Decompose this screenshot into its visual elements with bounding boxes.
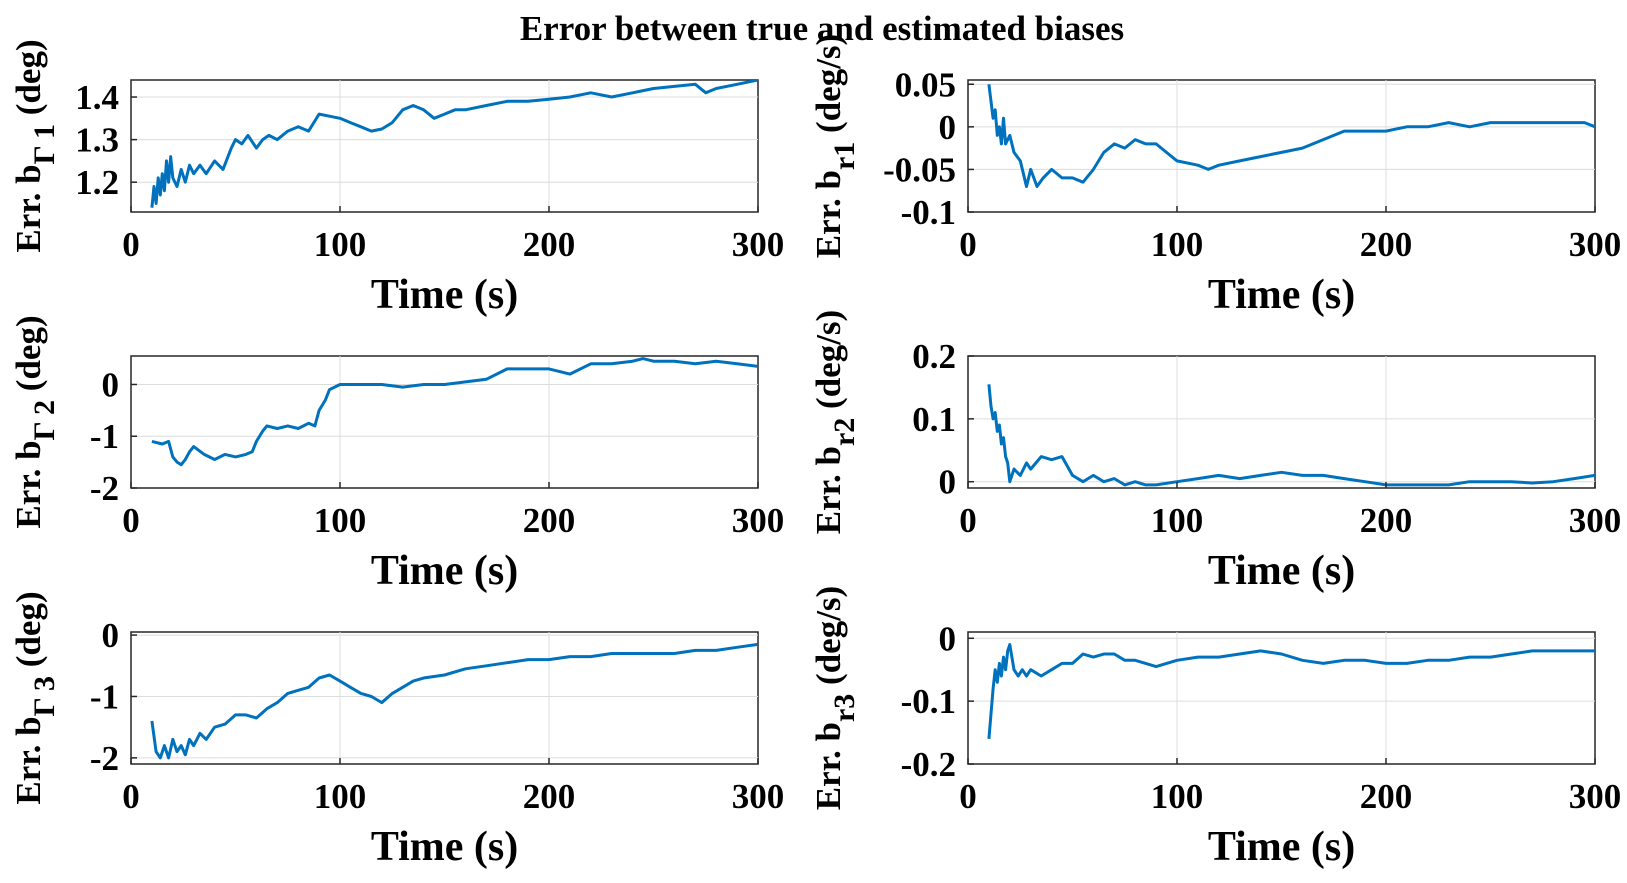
- y-label-subscript: Γ 2: [28, 400, 61, 440]
- x-axis-label: Time (s): [371, 824, 518, 870]
- y-axis-label: Err. bΓ 3 (deg): [9, 591, 61, 804]
- y-label-main: Err. b: [9, 440, 48, 528]
- y-tick-label: 1.4: [75, 78, 119, 117]
- x-tick-label: 200: [523, 501, 576, 540]
- x-tick-label: 100: [314, 225, 367, 264]
- x-tick-label: 100: [1151, 501, 1204, 540]
- x-tick-label: 300: [732, 777, 785, 816]
- y-axis-label: Err. br1 (deg/s): [809, 34, 861, 258]
- subplot-3: 0 100 200 300 -2 -1 0 Time (s) Err. bΓ 2 (deg): [9, 315, 784, 594]
- y-tick-label: -2: [90, 469, 119, 508]
- x-tick-label: 0: [122, 501, 140, 540]
- y-tick-label: 0.05: [895, 65, 956, 104]
- y-tick-label: -0.05: [883, 150, 956, 189]
- y-axis-label: Err. bΓ 1 (deg): [9, 39, 61, 252]
- y-tick-label: 0: [939, 463, 957, 502]
- y-tick-label: 0.1: [912, 400, 956, 439]
- y-label-main: Err. b: [809, 446, 848, 534]
- y-label-main: Err. b: [9, 164, 48, 252]
- x-axis-label: Time (s): [371, 548, 518, 594]
- subplot-6: 0 100 200 300 -0.2 -0.1 0 Time (s) Err. br3 (deg…: [809, 586, 1621, 870]
- y-tick-label: -0.2: [901, 745, 956, 784]
- x-tick-label: 100: [1151, 225, 1204, 264]
- figure-title: Error between true and estimated biases: [520, 9, 1124, 48]
- y-label-main: Err. b: [809, 722, 848, 810]
- x-axis-label: Time (s): [371, 272, 518, 318]
- y-label-unit: (deg/s): [809, 586, 848, 694]
- y-tick-label: 0: [939, 108, 957, 147]
- x-tick-label: 300: [1569, 225, 1622, 264]
- x-tick-label: 300: [1569, 777, 1622, 816]
- x-tick-label: 200: [1360, 501, 1413, 540]
- y-tick-label: -2: [90, 739, 119, 778]
- y-tick-label: -0.1: [901, 682, 956, 721]
- y-tick-label: 0: [939, 619, 957, 658]
- data-series-line: [150, 80, 758, 208]
- x-tick-label: 100: [314, 501, 367, 540]
- y-label-subscript: r1: [828, 142, 861, 170]
- y-axis-label: Err. br3 (deg/s): [809, 586, 861, 810]
- data-series-line: [987, 384, 1595, 487]
- y-tick-label: 1.3: [75, 121, 119, 160]
- y-axis-label: Err. br2 (deg/s): [809, 310, 861, 534]
- y-label-main: Err. b: [9, 716, 48, 804]
- y-tick-label: 1.2: [75, 163, 119, 202]
- subplot-1: 0 100 200 300 1.21.3 1.4 Time (s) Err. bΓ 1 (de…: [9, 39, 784, 318]
- y-label-unit: (deg/s): [809, 34, 848, 142]
- y-label-subscript: r3: [828, 694, 861, 722]
- x-tick-label: 100: [1151, 777, 1204, 816]
- axes-frame: [130, 355, 759, 489]
- y-label-unit: (deg): [9, 591, 48, 676]
- x-tick-label: 0: [959, 777, 977, 816]
- y-tick-label: -1: [90, 417, 119, 456]
- x-tick-label: 100: [314, 777, 367, 816]
- x-tick-label: 200: [1360, 777, 1413, 816]
- axes-frame: [967, 355, 1596, 489]
- y-tick-label: 0: [102, 616, 120, 655]
- x-tick-label: 0: [122, 777, 140, 816]
- y-tick-label: 0: [102, 365, 120, 404]
- y-label-unit: (deg): [9, 315, 48, 400]
- data-series-line: [150, 642, 758, 760]
- y-label-subscript: Γ 1: [28, 124, 61, 164]
- y-label-unit: (deg/s): [809, 310, 848, 418]
- x-axis-label: Time (s): [1208, 824, 1355, 870]
- subplot-5: 0 100 200 300 -2 -1 0 Time (s) Err. bΓ 3 (deg): [9, 591, 784, 870]
- data-series-line: [987, 643, 1595, 740]
- x-tick-label: 200: [523, 225, 576, 264]
- axes-frame: [967, 631, 1596, 765]
- x-tick-label: 0: [959, 225, 977, 264]
- subplot-4: 0 100 200 300 0 0.1 0.2 Time (s) Err. br2 (deg/s…: [809, 310, 1621, 594]
- y-tick-label: 0.2: [912, 337, 956, 376]
- x-tick-label: 300: [732, 501, 785, 540]
- x-tick-label: 200: [523, 777, 576, 816]
- y-axis-label: Err. bΓ 2 (deg): [9, 315, 61, 528]
- x-axis-label: Time (s): [1208, 548, 1355, 594]
- x-tick-label: 300: [732, 225, 785, 264]
- x-tick-label: 200: [1360, 225, 1413, 264]
- x-tick-label: 300: [1569, 501, 1622, 540]
- y-tick-label: -0.1: [901, 193, 956, 232]
- x-tick-label: 0: [122, 225, 140, 264]
- axes-frame: [130, 631, 759, 765]
- x-axis-label: Time (s): [1208, 272, 1355, 318]
- y-label-subscript: Γ 3: [28, 676, 61, 716]
- y-tick-label: -1: [90, 677, 119, 716]
- axes-frame: [967, 79, 1596, 213]
- data-series-line: [987, 84, 1595, 188]
- subplot-2: 0 100 200 300 -0.1 -0.050 0.05 Time (s) Err. br1…: [809, 34, 1621, 318]
- y-label-unit: (deg): [9, 39, 48, 124]
- axes-frame: [130, 79, 759, 213]
- x-tick-label: 0: [959, 501, 977, 540]
- y-label-subscript: r2: [828, 418, 861, 446]
- data-series-line: [151, 357, 758, 467]
- y-label-main: Err. b: [809, 170, 848, 258]
